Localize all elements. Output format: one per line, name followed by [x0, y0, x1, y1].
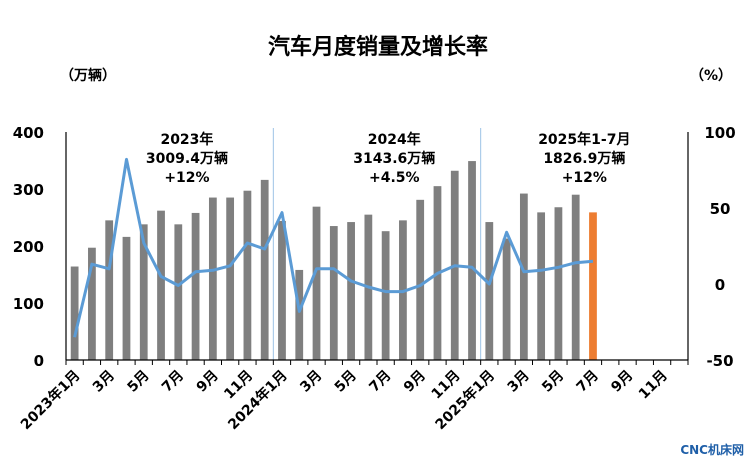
sales-bar	[571, 194, 580, 360]
x-tick-label: 3月	[297, 368, 325, 396]
x-tick-label: 11月	[636, 368, 671, 403]
growth-line	[73, 157, 594, 338]
plot-area	[272, 128, 482, 360]
sales-bar	[537, 212, 546, 360]
right-tick-label: 100	[704, 124, 735, 142]
x-tick-label: 7月	[159, 368, 187, 396]
year-annotation-line: 1826.9万辆	[543, 150, 625, 167]
sales-bar	[347, 222, 355, 360]
left-tick-label: 100	[13, 295, 44, 313]
annotations: 2023年 3009.4万辆 +12% 2024年 3143.6万辆 +4.5% 2025年…	[146, 131, 631, 186]
year-annotation-line: 3009.4万辆	[146, 150, 228, 167]
year-annotation-line: +12%	[164, 170, 209, 186]
right-tick-label: 0	[715, 276, 725, 294]
sales-bar	[208, 197, 217, 360]
sales-bar	[105, 220, 114, 360]
left-tick-label: 0	[34, 352, 44, 370]
sales-bar	[381, 231, 390, 360]
left-tick-label: 400	[13, 124, 44, 142]
year-annotation-line: +4.5%	[369, 170, 420, 186]
x-tick-label: 9月	[608, 368, 636, 396]
sales-bar	[589, 212, 597, 360]
x-tick-label: 7月	[366, 368, 394, 396]
chart-title: 汽车月度销量及增长率	[268, 34, 488, 60]
sales-bar	[468, 161, 476, 360]
sales-bar	[278, 220, 286, 360]
sales-bar	[295, 269, 304, 360]
x-tick-label: 9月	[194, 368, 222, 396]
sales-bar	[260, 179, 269, 360]
sales-bar	[312, 206, 321, 360]
x-tick-label: 9月	[401, 368, 429, 396]
right-tick-label: -50	[706, 352, 733, 370]
sales-bar	[502, 238, 511, 360]
x-tick-label: 7月	[574, 368, 602, 396]
x-tick-label: 2023年1月	[17, 367, 83, 433]
x-tick-label: 3月	[505, 368, 533, 396]
sales-bar	[554, 207, 563, 360]
right-tick-label: 50	[710, 200, 731, 218]
sales-bar	[70, 266, 79, 360]
left-tick-label: 200	[13, 238, 44, 256]
x-tick-label: 3月	[90, 368, 118, 396]
year-annotation-line: 3143.6万辆	[353, 150, 435, 167]
sales-bar	[329, 226, 338, 360]
sales-bar	[139, 224, 148, 360]
left-tick-label: 300	[13, 181, 44, 199]
watermark: CNC机床网	[680, 442, 744, 457]
sales-bar	[88, 247, 96, 360]
sales-bar	[157, 210, 165, 360]
year-annotation-line: 2023年	[160, 131, 213, 148]
sales-bar	[243, 190, 252, 360]
x-tick-label: 5月	[124, 368, 152, 396]
year-annotation-line: 2025年1-7月	[538, 131, 630, 148]
right-axis-unit: （%）	[690, 68, 732, 84]
year-annotation-line: 2024年	[368, 131, 421, 148]
sales-bar	[416, 199, 425, 360]
sales-bar	[519, 193, 528, 360]
x-tick-label: 5月	[332, 368, 360, 396]
sales-bar	[191, 212, 200, 360]
sales-bar	[226, 197, 235, 360]
sales-bar	[485, 222, 494, 360]
sales-bar	[122, 236, 131, 360]
growth-line-series	[73, 157, 594, 338]
year-annotation-line: +12%	[562, 170, 607, 186]
left-axis-unit: （万辆）	[60, 67, 116, 84]
x-tick-label: 5月	[539, 368, 567, 396]
sales-bar	[174, 224, 183, 360]
